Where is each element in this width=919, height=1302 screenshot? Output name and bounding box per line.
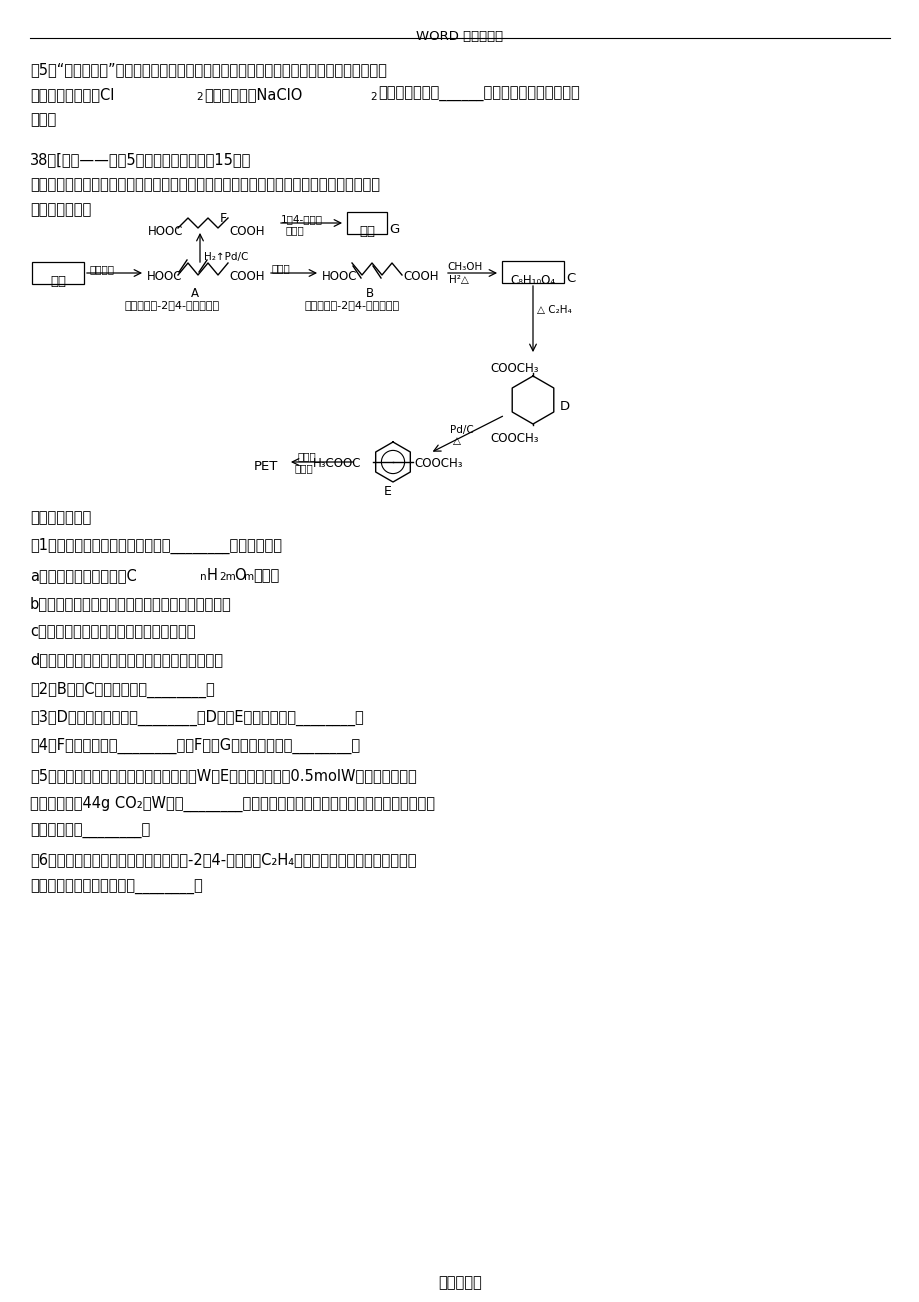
Text: 2: 2 — [369, 92, 376, 102]
Text: 38、[化学——选䗮5：有机化学基础｝（15分）: 38、[化学——选䗮5：有机化学基础｝（15分） — [30, 152, 251, 167]
Text: 催化剂: 催化剂 — [286, 225, 304, 234]
Text: △ C₂H₄: △ C₂H₄ — [537, 305, 571, 315]
Text: 的氧化能力。NaClO: 的氧化能力。NaClO — [204, 87, 302, 102]
Text: 生物催化: 生物催化 — [90, 264, 115, 273]
Text: COOH: COOH — [229, 225, 265, 238]
Text: c．用銀镜反应不能判断淠粉水解是否完全: c．用銀镜反应不能判断淠粉水解是否完全 — [30, 624, 196, 639]
Text: 能力相当于多少克Cl: 能力相当于多少克Cl — [30, 87, 114, 102]
Text: H₃COOC: H₃COOC — [312, 457, 361, 470]
Text: A: A — [191, 286, 199, 299]
Text: HOOC: HOOC — [322, 270, 357, 283]
Text: （顺，顺）-2，4-己二烯二酸: （顺，顺）-2，4-己二烯二酸 — [125, 299, 220, 310]
Text: （6）参照上述合成路线，以（反，反）-2，4-己二烯和C₂H₄为原料（无机试剂任选），设计: （6）参照上述合成路线，以（反，反）-2，4-己二烯和C₂H₄为原料（无机试剂任… — [30, 852, 416, 867]
Text: 化合物的路线：: 化合物的路线： — [30, 202, 91, 217]
Text: COOH: COOH — [229, 270, 265, 283]
Text: 的通式: 的通式 — [253, 568, 279, 583]
Text: n: n — [199, 572, 207, 582]
Text: HOOC: HOOC — [148, 225, 183, 238]
Text: Pd/C: Pd/C — [449, 424, 473, 435]
Bar — [502, 260, 563, 283]
Text: b．麦芽糖水解生成互为同分异构体的葡萄糖和果糖: b．麦芽糖水解生成互为同分异构体的葡萄糖和果糖 — [30, 596, 232, 611]
Text: 催化剂: 催化剂 — [272, 263, 290, 273]
Text: 数）。: 数）。 — [30, 112, 56, 128]
Text: 乙二醇: 乙二醇 — [298, 450, 316, 461]
Text: 溶液反应生成44g CO₂，W共有________种（不含立体异构），其中核磁共振氢谱为三组峰: 溶液反应生成44g CO₂，W共有________种（不含立体异构），其中核磁共… — [30, 796, 435, 812]
Text: H: H — [207, 568, 218, 583]
Text: 1，4-丁二醇: 1，4-丁二醇 — [280, 214, 323, 224]
Text: COOCH₃: COOCH₃ — [490, 362, 538, 375]
Text: 回答下列问题：: 回答下列问题： — [30, 510, 91, 525]
Text: COOCH₃: COOCH₃ — [414, 457, 462, 470]
Text: 学习好帮手: 学习好帮手 — [437, 1275, 482, 1290]
Text: 的有效氯含量为______。（计算结果保留两位小: 的有效氯含量为______。（计算结果保留两位小 — [378, 87, 579, 102]
Text: （5）“有效氯含量”可用来衡量含氯消毒剂的消毒能力，其定义是：每克含氯消毒剂的氧化: （5）“有效氯含量”可用来衡量含氯消毒剂的消毒能力，其定义是：每克含氯消毒剂的氧… — [30, 62, 387, 77]
Text: 2: 2 — [196, 92, 202, 102]
Text: （反，反）-2，4-己二烯二酸: （反，反）-2，4-己二烯二酸 — [305, 299, 400, 310]
Text: m: m — [244, 572, 254, 582]
Text: C: C — [565, 272, 574, 285]
Text: 秸秆: 秸秆 — [50, 275, 66, 288]
Text: 聚酩: 聚酩 — [358, 225, 375, 238]
Text: WORD 格式整理版: WORD 格式整理版 — [416, 30, 503, 43]
Text: △: △ — [452, 436, 460, 447]
Text: O: O — [233, 568, 245, 583]
Text: G: G — [389, 223, 399, 236]
Text: a．糖类都有甜味，具有C: a．糖类都有甜味，具有C — [30, 568, 137, 583]
Text: H²△: H²△ — [448, 275, 469, 285]
Text: C₈H₁₀O₄: C₈H₁₀O₄ — [510, 273, 555, 286]
Text: 催化剂: 催化剂 — [295, 464, 313, 473]
Bar — [346, 212, 387, 234]
Text: CH₃OH: CH₃OH — [447, 262, 482, 272]
Text: （3）D中的官能团名称为________，D生成E的反应类型为________。: （3）D中的官能团名称为________，D生成E的反应类型为________。 — [30, 710, 363, 727]
Text: PET: PET — [254, 460, 278, 473]
Text: （1）下列关于糖类的说法正确的是________。（填标号）: （1）下列关于糖类的说法正确的是________。（填标号） — [30, 538, 282, 555]
Text: 制备对苯二甲酸的合成路线________。: 制备对苯二甲酸的合成路线________。 — [30, 880, 202, 894]
Text: （5）具有一种官能团的二取代芳香化合物W是E的同分异构体，0.5molW与足量碳酸氢钓: （5）具有一种官能团的二取代芳香化合物W是E的同分异构体，0.5molW与足量碳… — [30, 768, 416, 783]
Text: E: E — [383, 486, 391, 497]
Text: COOH: COOH — [403, 270, 438, 283]
Text: COOCH₃: COOCH₃ — [490, 432, 538, 445]
Text: HOOC: HOOC — [147, 270, 182, 283]
Text: （2）B生成C的反应类型为________。: （2）B生成C的反应类型为________。 — [30, 682, 214, 698]
Text: 的结构简式为________。: 的结构简式为________。 — [30, 824, 150, 838]
Text: d．淠粉和纤维素都属于多糖类天然高分子化合物: d．淠粉和纤维素都属于多糖类天然高分子化合物 — [30, 652, 222, 667]
Text: （4）F的化学名称是________，由F生成G的化学方程式为________。: （4）F的化学名称是________，由F生成G的化学方程式为________。 — [30, 738, 359, 754]
Text: D: D — [560, 400, 570, 413]
Text: 2m: 2m — [219, 572, 235, 582]
Text: H₂↑Pd/C: H₂↑Pd/C — [204, 253, 248, 262]
Text: 秸秆（含多糖类物质）的综合利用具有重要的意义。下面是以秸秆为原料合成聚酩类高分子: 秸秆（含多糖类物质）的综合利用具有重要的意义。下面是以秸秆为原料合成聚酩类高分子 — [30, 177, 380, 191]
Text: B: B — [366, 286, 374, 299]
Text: F: F — [220, 212, 227, 225]
Bar — [32, 262, 84, 284]
